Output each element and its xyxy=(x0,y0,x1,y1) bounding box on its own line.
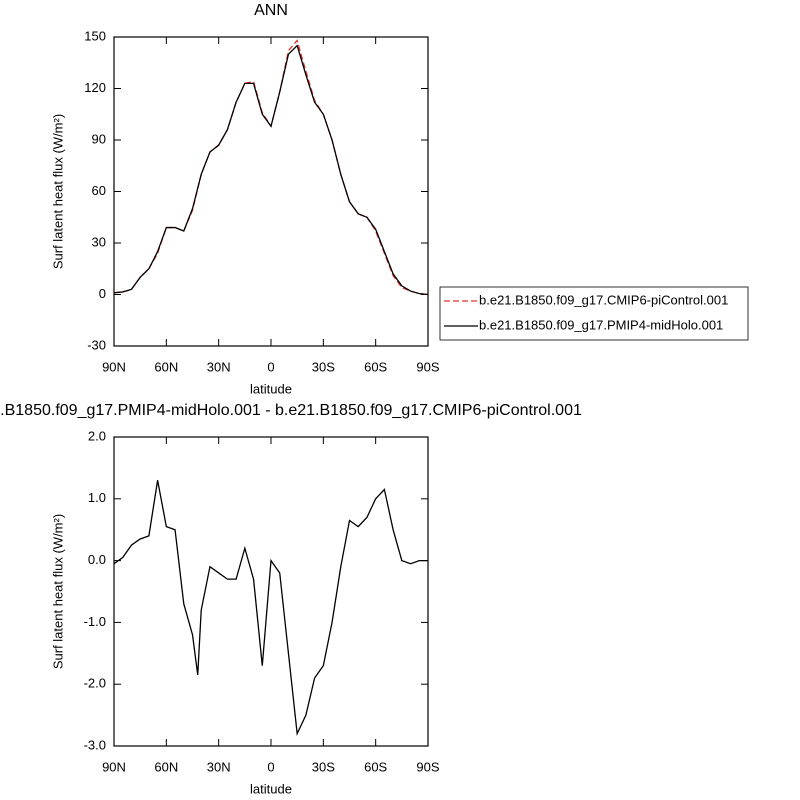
y-tick-label: 150 xyxy=(84,28,106,43)
x-tick-label: 30S xyxy=(312,759,335,774)
y-tick-label: -1.0 xyxy=(84,614,106,629)
y-tick-label: -30 xyxy=(87,337,106,352)
x-tick-label: 60S xyxy=(364,759,387,774)
y-tick-label: -3.0 xyxy=(84,737,106,752)
y-axis-label: Surf latent heat flux (W/m²) xyxy=(50,514,65,669)
series-line xyxy=(113,39,429,296)
plot-frame xyxy=(113,436,429,747)
x-tick-label: 30N xyxy=(207,759,231,774)
x-axis-label: latitude xyxy=(250,781,292,796)
series-line xyxy=(113,44,429,296)
y-tick-label: 90 xyxy=(92,131,106,146)
legend-box xyxy=(439,286,749,341)
plot-frame xyxy=(113,36,429,347)
x-tick-label: 0 xyxy=(267,359,274,374)
legend-label: b.e21.B1850.f09_g17.PMIP4-midHolo.001 xyxy=(479,317,723,332)
x-tick-label: 90S xyxy=(416,759,439,774)
series-line xyxy=(113,480,428,737)
y-tick-label: 0.0 xyxy=(88,552,106,567)
legend-label: b.e21.B1850.f09_g17.CMIP6-piControl.001 xyxy=(479,292,728,307)
y-tick-label: -2.0 xyxy=(84,676,106,691)
chart-title: b.e21.B1850.f09_g17.PMIP4-midHolo.001 - … xyxy=(0,402,582,419)
y-tick-label: 0 xyxy=(99,286,106,301)
y-axis-label: Surf latent heat flux (W/m²) xyxy=(50,114,65,269)
y-tick-label: 120 xyxy=(84,80,106,95)
x-tick-label: 0 xyxy=(267,759,274,774)
y-tick-label: 1.0 xyxy=(88,490,106,505)
x-tick-label: 60N xyxy=(154,759,178,774)
x-tick-label: 90S xyxy=(416,359,439,374)
x-tick-label: 90N xyxy=(102,359,126,374)
y-tick-label: 2.0 xyxy=(88,428,106,443)
x-tick-label: 30N xyxy=(207,359,231,374)
x-tick-label: 60S xyxy=(364,359,387,374)
x-tick-label: 90N xyxy=(102,759,126,774)
chart-title: ANN xyxy=(254,2,288,19)
x-axis-label: latitude xyxy=(250,381,292,396)
x-tick-label: 60N xyxy=(154,359,178,374)
x-tick-label: 30S xyxy=(312,359,335,374)
y-tick-label: 30 xyxy=(92,234,106,249)
y-tick-label: 60 xyxy=(92,183,106,198)
